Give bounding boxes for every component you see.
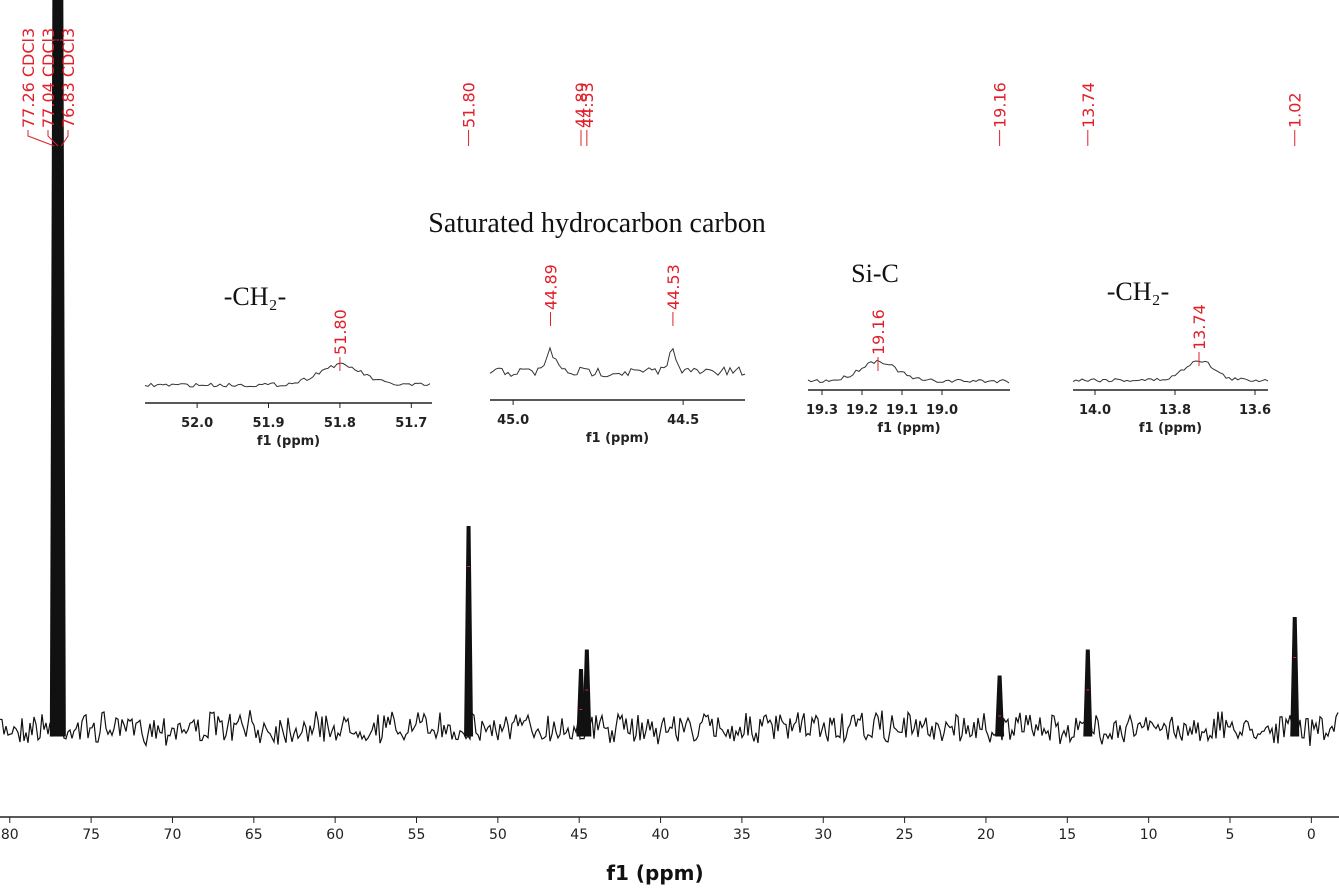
peak-label: 13.74 — [1079, 82, 1098, 128]
peak-label: 1.02 — [1286, 92, 1305, 128]
inset-tick-label: 51.7 — [395, 416, 427, 431]
inset-title: Si-C — [851, 259, 899, 288]
inset-tick-label: 51.8 — [324, 416, 356, 431]
inset-tick-label: 19.1 — [886, 403, 918, 418]
x-tick-label: 0 — [1307, 827, 1316, 843]
peak-label-leader — [47, 130, 59, 147]
peak-label-leader — [60, 130, 69, 147]
peak — [464, 526, 474, 737]
x-tick-label: 75 — [82, 827, 100, 843]
inset-peak-label: 44.89 — [542, 264, 561, 310]
inset-trace — [144, 362, 431, 388]
inset-tick-label: 19.3 — [806, 403, 838, 418]
x-axis-label: f1 (ppm) — [606, 861, 703, 885]
x-tick-label: 30 — [814, 827, 832, 843]
x-tick-label: 65 — [245, 827, 263, 843]
peak — [1083, 649, 1093, 737]
x-tick-label: 55 — [408, 827, 426, 843]
inset-tick-label: 14.0 — [1079, 403, 1111, 418]
inset-axis-label: f1 (ppm) — [1139, 421, 1202, 436]
inset-peak-label: 19.16 — [869, 309, 888, 355]
inset-trace — [489, 346, 746, 378]
peak-label: 44.89 — [572, 82, 591, 128]
inset-tick-label: 52.0 — [181, 416, 213, 431]
peak — [582, 649, 592, 737]
inset-tick-label: 13.8 — [1159, 403, 1191, 418]
x-tick-label: 60 — [326, 827, 344, 843]
inset-title: -CH₂- — [224, 282, 287, 311]
inset-peak-label: 51.80 — [331, 309, 350, 355]
inset-peak-label: 44.53 — [664, 264, 683, 310]
inset-tick-label: 45.0 — [497, 413, 529, 428]
inset-tick-label: 51.9 — [252, 416, 284, 431]
annotation: Saturated hydrocarbon carbon — [428, 208, 765, 239]
baseline-noise — [0, 710, 1339, 748]
x-tick-label: 35 — [733, 827, 751, 843]
inset-tick-label: 19.2 — [846, 403, 878, 418]
inset-peak-label: 13.74 — [1190, 304, 1209, 350]
x-tick-label: 50 — [489, 827, 507, 843]
x-tick-label: 80 — [1, 827, 19, 843]
peak — [995, 675, 1005, 737]
peak-label: 77.04 CDCl3 — [39, 28, 58, 128]
inset-trace — [807, 359, 1010, 384]
inset-tick-label: 44.5 — [667, 413, 699, 428]
peak — [1290, 617, 1300, 737]
peak-label: 19.16 — [991, 82, 1010, 128]
inset-axis-label: f1 (ppm) — [586, 431, 649, 446]
peak-label: 44.53 — [578, 82, 597, 128]
inset-tick-label: 13.6 — [1239, 403, 1271, 418]
x-tick-label: 40 — [652, 827, 670, 843]
x-tick-label: 70 — [164, 827, 182, 843]
peak-label: 77.26 CDCl3 — [19, 28, 38, 128]
peak-label: 76.83 CDCl3 — [59, 28, 78, 128]
x-tick-label: 15 — [1058, 827, 1076, 843]
x-tick-label: 45 — [570, 827, 588, 843]
peak-label-leader — [27, 130, 55, 147]
x-tick-label: 5 — [1226, 827, 1235, 843]
x-tick-label: 10 — [1140, 827, 1158, 843]
x-tick-label: 25 — [896, 827, 914, 843]
peak-label: 51.80 — [460, 82, 479, 128]
x-tick-label: 20 — [977, 827, 995, 843]
inset-tick-label: 19.0 — [926, 403, 958, 418]
inset-title: -CH₂- — [1107, 277, 1170, 306]
inset-trace — [1072, 360, 1269, 383]
inset-axis-label: f1 (ppm) — [257, 434, 320, 449]
inset-axis-label: f1 (ppm) — [877, 421, 940, 436]
peak — [56, 0, 66, 737]
